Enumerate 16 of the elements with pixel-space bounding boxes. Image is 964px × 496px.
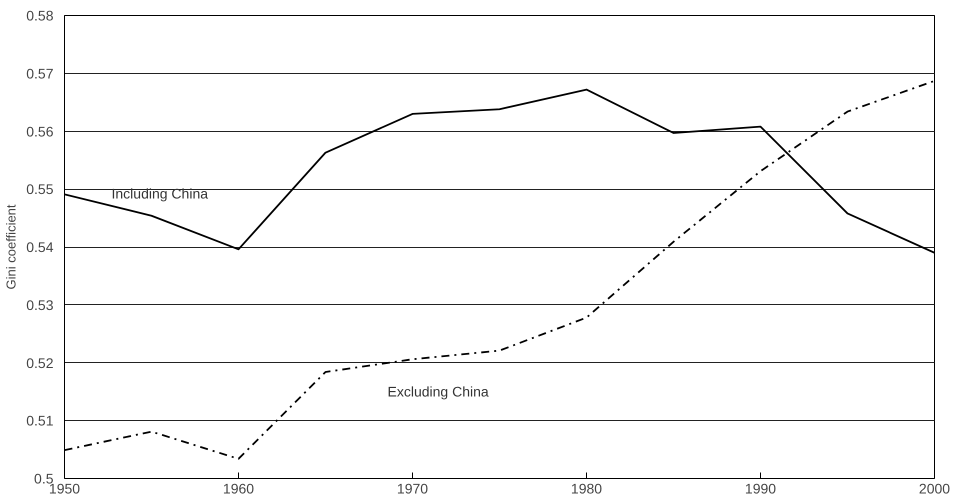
- series-label: Excluding China: [388, 383, 489, 400]
- series-label: Including China: [112, 186, 208, 202]
- y-tick-label: 0.58: [26, 8, 54, 24]
- x-tick-label: 1990: [744, 480, 776, 496]
- x-tick-label: 1970: [396, 480, 428, 496]
- y-tick-label: 0.56: [26, 123, 54, 140]
- y-tick-label: 0.53: [26, 296, 54, 313]
- x-tick-label: 2000: [918, 480, 950, 496]
- y-axis-title: Gini coefficient: [3, 204, 18, 290]
- x-tick-label: 1980: [570, 480, 602, 496]
- x-tick-label: 1960: [222, 480, 254, 496]
- y-tick-label: 0.54: [26, 239, 54, 255]
- y-tick-label: 0.52: [26, 354, 54, 371]
- y-tick-label: 0.57: [26, 65, 54, 82]
- y-tick-label: 0.51: [26, 412, 54, 429]
- y-tick-label: 0.55: [26, 181, 54, 198]
